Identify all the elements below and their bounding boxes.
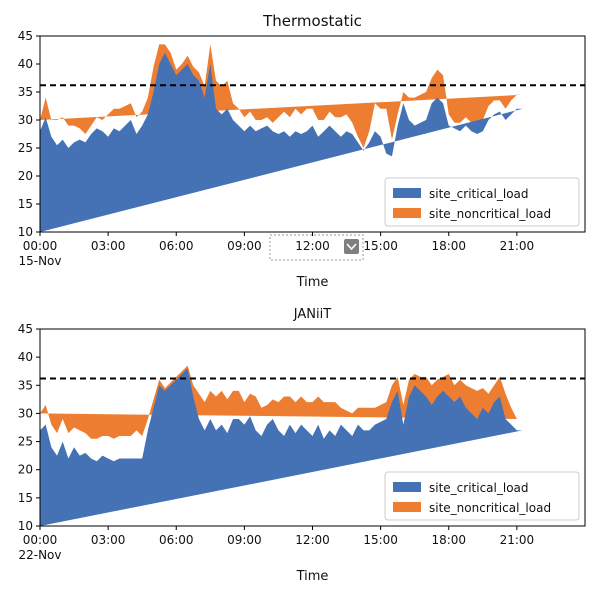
x-tick-label: 21:00: [500, 239, 535, 253]
x-tick-label: 09:00: [227, 239, 262, 253]
x-tick-label: 06:00: [159, 533, 194, 547]
x-tick-label: 18:00: [431, 533, 466, 547]
chart-title: Thermostatic: [262, 12, 362, 30]
x-axis-label: Time: [296, 275, 329, 290]
legend-label: site_noncritical_load: [429, 501, 551, 515]
chart-title: JANiiT: [293, 307, 331, 322]
x-tick-label: 12:00: [295, 239, 330, 253]
y-tick-label: 25: [18, 435, 33, 449]
legend-label: site_noncritical_load: [429, 207, 551, 221]
legend: site_critical_load site_noncritical_load: [384, 177, 580, 227]
y-tick-label: 10: [18, 225, 33, 239]
y-tick-label: 20: [18, 463, 33, 477]
y-tick-label: 10: [18, 519, 33, 533]
x-date-label: 15-Nov: [18, 254, 61, 268]
legend-swatch: [393, 208, 421, 218]
x-tick-label: 12:00: [295, 533, 330, 547]
tooltip-box: [269, 234, 364, 261]
y-tick-label: 25: [18, 141, 33, 155]
legend-label: site_critical_load: [429, 187, 529, 201]
legend: site_critical_load site_noncritical_load: [384, 471, 580, 521]
area-layer: [40, 365, 523, 526]
chevron-down-icon: [344, 239, 359, 254]
x-tick-label: 03:00: [91, 533, 126, 547]
x-tick-label: 15:00: [363, 239, 398, 253]
x-tick-label: 00:00: [23, 239, 58, 253]
y-tick-label: 35: [18, 85, 33, 99]
x-axis-label: Time: [296, 569, 329, 584]
y-tick-label: 15: [18, 491, 33, 505]
x-tick-label: 15:00: [363, 533, 398, 547]
x-tick-label: 00:00: [23, 533, 58, 547]
y-tick-label: 35: [18, 378, 33, 392]
y-tick-label: 20: [18, 169, 33, 183]
y-tick-label: 40: [18, 57, 33, 71]
y-tick-label: 15: [18, 197, 33, 211]
x-tick-label: 18:00: [431, 239, 466, 253]
series-area-noncritical: [40, 365, 523, 439]
chart-panel-1: Thermostatic 10 15 20 25 30 35 40 45 00:00 03:00 06…: [18, 12, 586, 290]
x-tick-label: 03:00: [91, 239, 126, 253]
y-tick-label: 45: [18, 29, 33, 43]
tooltip-overlay: [269, 234, 364, 261]
chevron-down-glyph: [346, 243, 357, 251]
x-tick-label: 06:00: [159, 239, 194, 253]
legend-box: [384, 177, 580, 227]
legend-swatch: [393, 502, 421, 512]
chart-panel-2: JANiiT 10 15 20 25 30 35 40 45 00:00 03:00 06:00 09:…: [18, 307, 586, 584]
x-date-label: 22-Nov: [18, 548, 61, 562]
series-area-critical: [40, 52, 523, 232]
y-tick-label: 40: [18, 350, 33, 364]
legend-swatch: [393, 482, 421, 492]
x-tick-label: 21:00: [500, 533, 535, 547]
area-layer: [40, 44, 523, 232]
legend-label: site_critical_load: [429, 481, 529, 495]
x-tick-label: 09:00: [227, 533, 262, 547]
legend-swatch: [393, 188, 421, 198]
y-tick-label: 30: [18, 406, 33, 420]
series-area-critical: [40, 368, 523, 526]
y-tick-label: 45: [18, 322, 33, 336]
legend-box: [384, 471, 580, 521]
y-tick-label: 30: [18, 113, 33, 127]
